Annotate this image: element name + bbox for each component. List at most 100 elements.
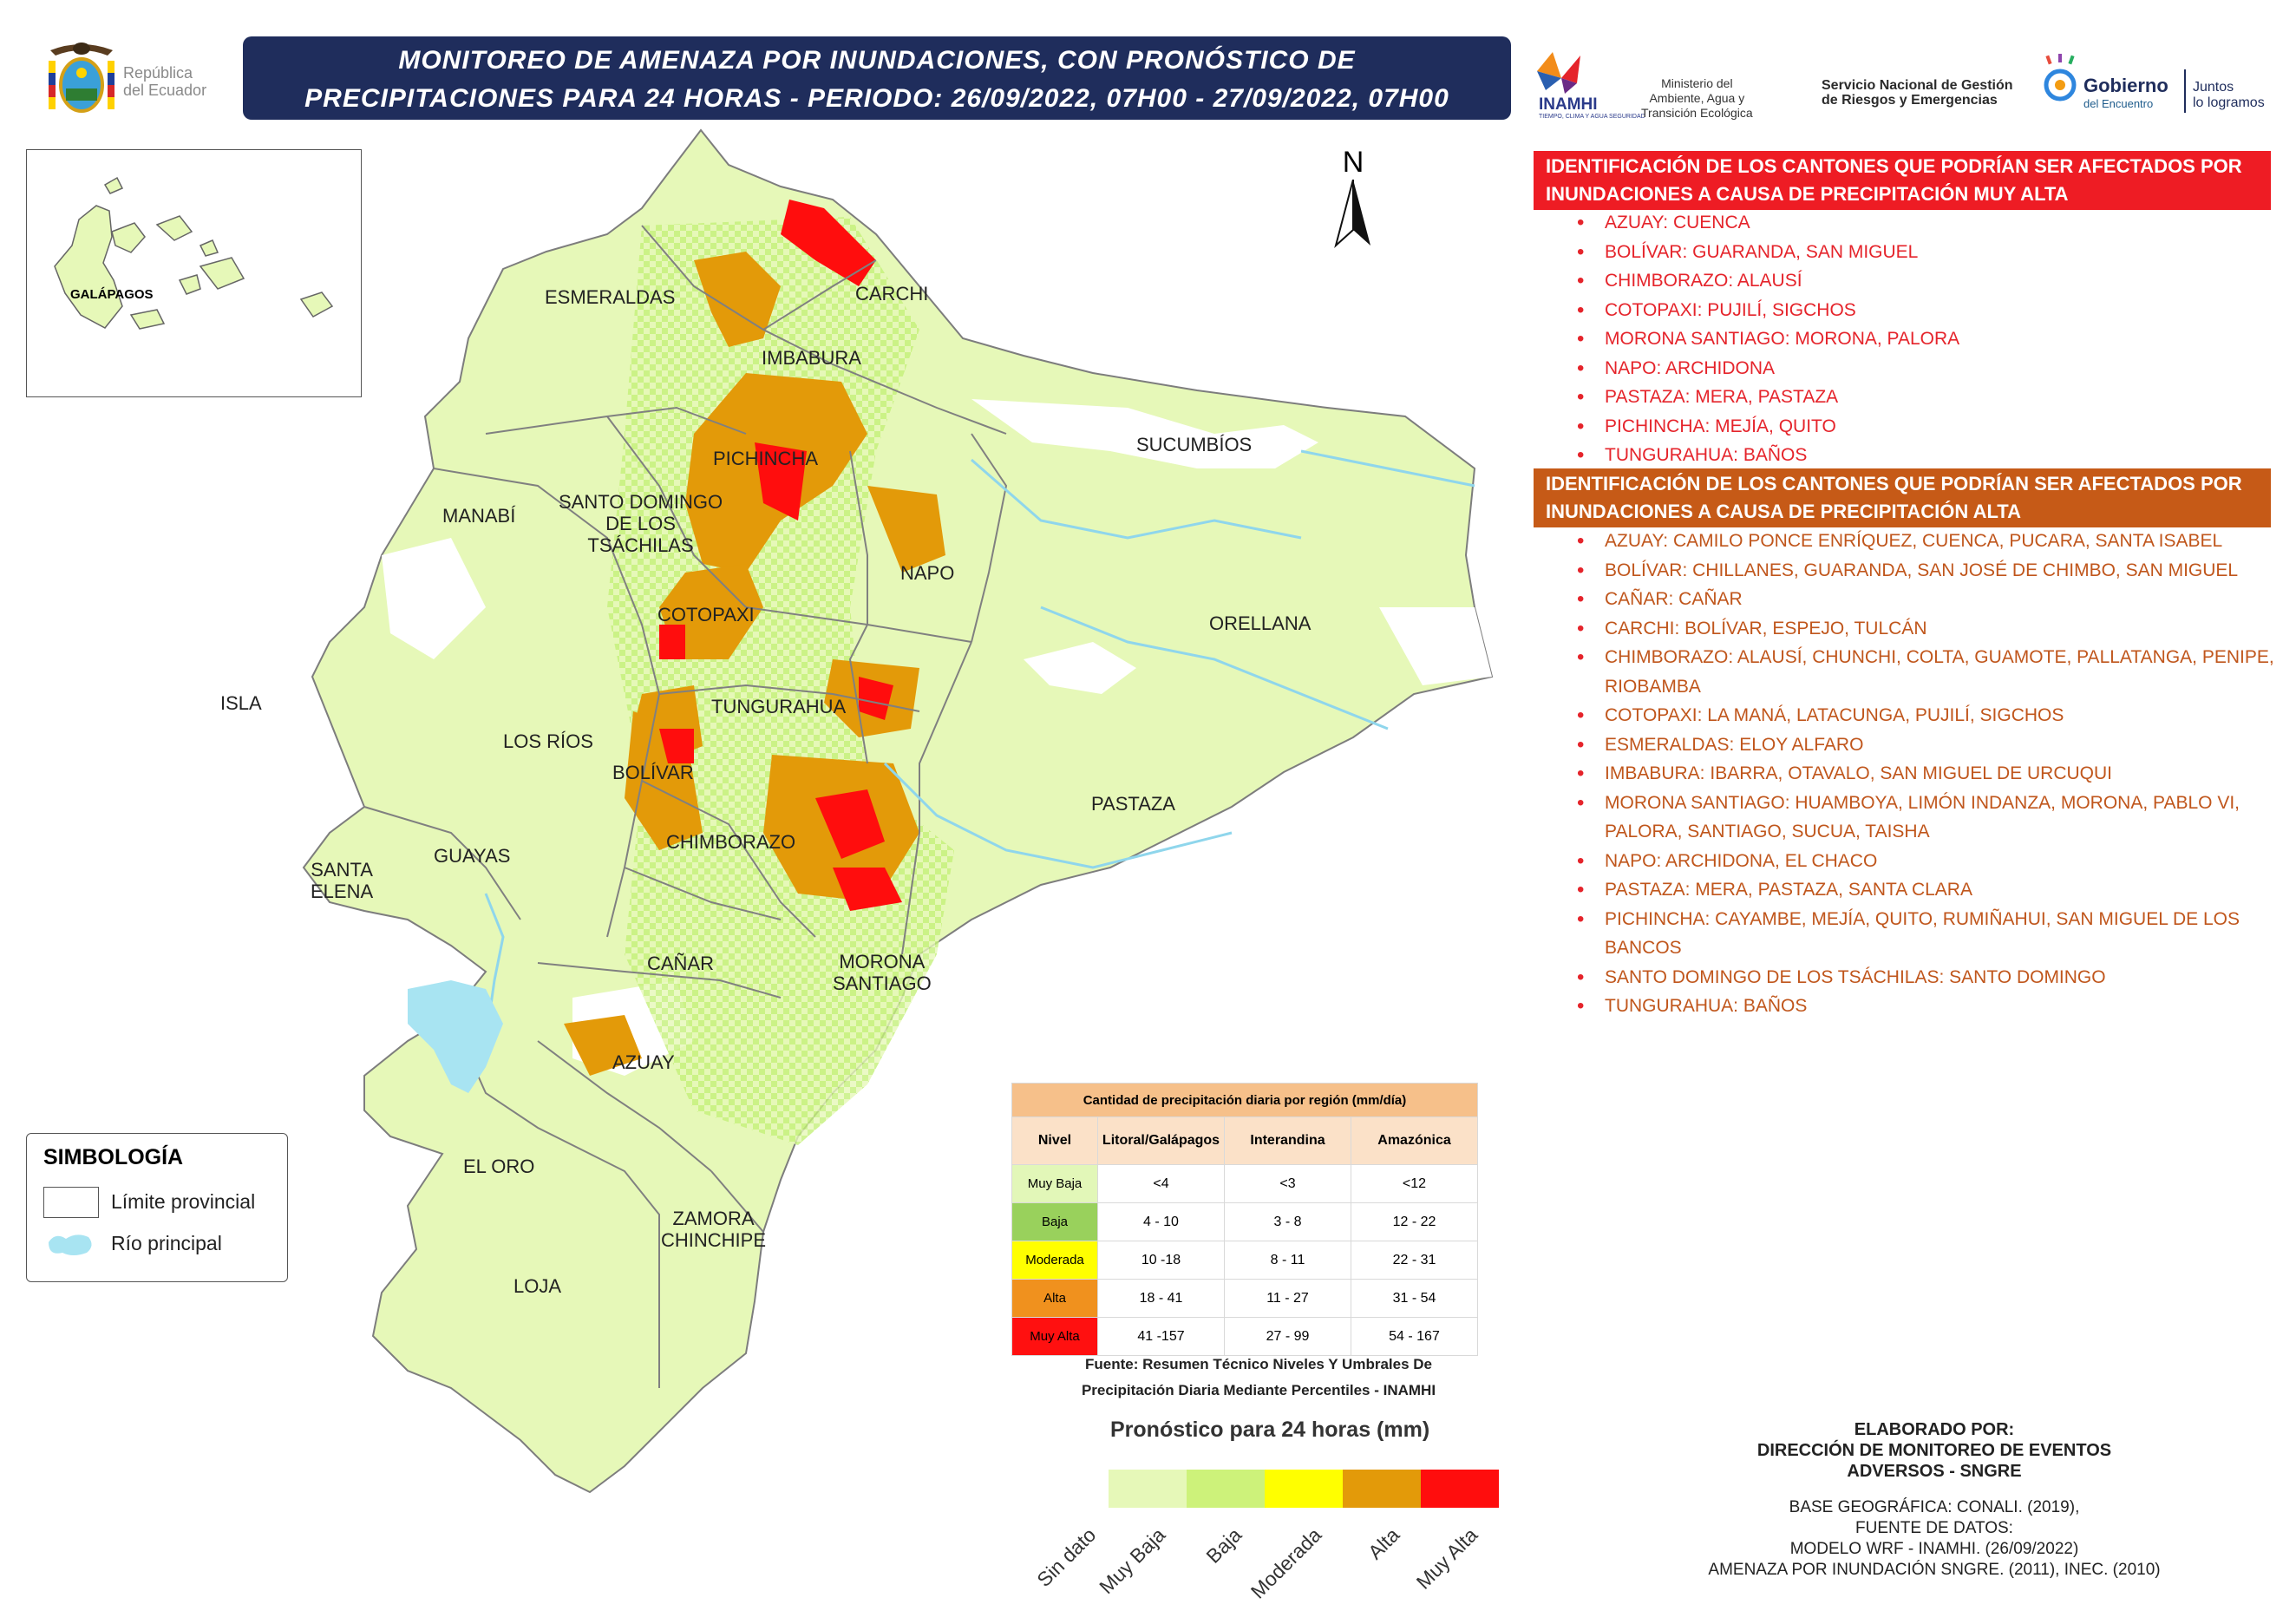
table-cell: 4 - 10 [1097, 1202, 1225, 1241]
list-item: CHIMBORAZO: ALAUSÍ [1577, 266, 2281, 296]
elaborado-por: ELABORADO POR: DIRECCIÓN DE MONITOREO DE… [1631, 1419, 2238, 1482]
list-item: CAÑAR: CAÑAR [1577, 585, 2281, 614]
table-row: Baja 4 - 10 3 - 8 12 - 22 [1011, 1202, 1478, 1241]
republica-line: República [123, 64, 193, 82]
gobierno-logo-text: Gobierno del Encuentro [2083, 75, 2168, 110]
province-label-pichincha: PICHINCHA [713, 448, 819, 469]
header-line: IDENTIFICACIÓN DE LOS CANTONES QUE PODRÍ… [1546, 473, 2242, 494]
alta-canton-list: AZUAY: CAMILO PONCE ENRÍQUEZ, CUENCA, PU… [1561, 527, 2281, 1021]
province-label-loja: LOJA [513, 1275, 562, 1297]
title-line-1: MONITOREO DE AMENAZA POR INUNDACIONES, C… [398, 46, 1356, 75]
sngre-logo: Servicio Nacional de Gestión de Riesgos … [1822, 78, 2013, 108]
scale-swatch-baja [1187, 1470, 1265, 1508]
province-label-santo-domingo: SANTO DOMINGO DE LOS TSÁCHILAS [559, 491, 723, 556]
level-cell: Muy Baja [1011, 1164, 1098, 1203]
province-label-isla: ISLA [220, 692, 262, 714]
no-data-area [971, 399, 1318, 468]
republica-del-ecuador-text: República del Ecuador [123, 64, 206, 99]
province-label-santa-elena: SANTA ELENA [311, 859, 373, 902]
inamhi-tagline: TIEMPO, CLIMA Y AGUA SEGURIDAD [1539, 114, 1645, 120]
source-line: Precipitación Diaria Mediante Percentile… [1081, 1382, 1436, 1398]
header-line: INUNDACIONES A CAUSA DE PRECIPITACIÓN AL… [1546, 501, 2021, 522]
list-item: PASTAZA: MERA, PASTAZA, SANTA CLARA [1577, 875, 2281, 905]
province-label-azuay: AZUAY [612, 1051, 675, 1073]
sngre-line: de Riesgos y Emergencias [1822, 93, 1998, 108]
list-item: AZUAY: CAMILO PONCE ENRÍQUEZ, CUENCA, PU… [1577, 527, 2281, 556]
level-cell: Moderada [1011, 1241, 1098, 1280]
inamhi-logo-icon [1537, 52, 1580, 94]
list-item: BOLÍVAR: GUARANDA, SAN MIGUEL [1577, 238, 2281, 267]
list-item: IMBABURA: IBARRA, OTAVALO, SAN MIGUEL DE… [1577, 759, 2281, 789]
list-item: NAPO: ARCHIDONA, EL CHACO [1577, 847, 2281, 876]
juntos-line: lo logramos [2193, 95, 2265, 110]
table-cell: 10 -18 [1097, 1241, 1225, 1280]
north-label: N [1342, 146, 1364, 179]
muy-alta-zone [815, 789, 885, 859]
juntos-line: Juntos [2193, 80, 2234, 95]
muy-alta-zone [755, 442, 807, 521]
province-label-canar: CAÑAR [647, 953, 715, 974]
north-arrow-icon [1334, 179, 1370, 248]
scale-label: Baja [1201, 1523, 1246, 1568]
no-data-area [1024, 642, 1136, 694]
column-header: Nivel [1011, 1116, 1098, 1165]
title-line-2: PRECIPITACIONES PARA 24 HORAS - PERIODO:… [304, 84, 1449, 113]
gobierno-line: Gobierno [2083, 75, 2168, 96]
credit-line: DIRECCIÓN DE MONITOREO DE EVENTOS [1756, 1441, 2112, 1460]
inamhi-logo-text: INAMHI [1539, 95, 1598, 114]
inamhi-logo: INAMHI TIEMPO, CLIMA Y AGUA SEGURIDAD [1520, 45, 1645, 123]
province-label-sucumbios: SUCUMBÍOS [1136, 434, 1253, 455]
muy-alta-zone [659, 729, 694, 763]
level-cell: Alta [1011, 1279, 1098, 1318]
legend-title: SIMBOLOGÍA [43, 1145, 184, 1169]
ministerio-line: Ministerio del [1661, 76, 1733, 90]
page-title: MONITOREO DE AMENAZA POR INUNDACIONES, C… [243, 36, 1511, 120]
label-line: CHINCHIPE [661, 1229, 767, 1251]
list-item: TUNGURAHUA: BAÑOS [1577, 992, 2281, 1021]
muy-alta-zone [833, 868, 902, 911]
scale-swatch-muy-alta [1421, 1470, 1499, 1508]
table-cell: 12 - 22 [1351, 1202, 1478, 1241]
credit-line: BASE GEOGRÁFICA: CONALI. (2019), [1789, 1498, 2080, 1516]
table-cell: 31 - 54 [1351, 1279, 1478, 1318]
label-line: SANTIAGO [833, 972, 932, 994]
province-boundary-swatch [43, 1187, 99, 1218]
table-cell: 41 -157 [1097, 1317, 1225, 1356]
list-item: MORONA SANTIAGO: MORONA, PALORA [1577, 324, 2281, 354]
north-arrow: N [1331, 146, 1375, 253]
list-item: CHIMBORAZO: ALAUSÍ, CHUNCHI, COLTA, GUAM… [1577, 643, 2281, 701]
province-label-napo: NAPO [900, 562, 955, 584]
alta-zone [867, 486, 945, 573]
table-cell: <3 [1224, 1164, 1351, 1203]
column-header: Amazónica [1351, 1116, 1478, 1165]
table-title: Cantidad de precipitación diaria por reg… [1011, 1083, 1478, 1117]
muy-alta-zone [781, 200, 876, 286]
list-item: COTOPAXI: LA MANÁ, LATACUNGA, PUJILÍ, SI… [1577, 701, 2281, 730]
juntos-text: Juntos lo logramos [2193, 80, 2265, 111]
header-line: IDENTIFICACIÓN DE LOS CANTONES QUE PODRÍ… [1546, 155, 2242, 177]
table-cell: 3 - 8 [1224, 1202, 1351, 1241]
forecast-scale-title: Pronóstico para 24 horas (mm) [1110, 1418, 1430, 1442]
alta-header: IDENTIFICACIÓN DE LOS CANTONES QUE PODRÍ… [1534, 468, 2271, 527]
province-label-tungurahua: TUNGURAHUA [711, 696, 847, 717]
logo-divider [2184, 69, 2186, 113]
ecuador-precipitation-map [302, 128, 1494, 1494]
label-line: TSÁCHILAS [587, 534, 694, 556]
column-header: Litoral/Galápagos [1097, 1116, 1225, 1165]
alta-zone [564, 1015, 642, 1076]
credit-line: MODELO WRF - INAMHI. (26/09/2022) [1789, 1540, 2079, 1558]
province-label-los-rios: LOS RÍOS [503, 730, 593, 752]
credit-line: FUENTE DE DATOS: [1855, 1519, 2013, 1537]
province-label-carchi: CARCHI [855, 283, 929, 304]
province-label-guayas: GUAYAS [434, 845, 511, 867]
table-cell: <12 [1351, 1164, 1478, 1203]
ministerio-line: Transición Ecológica [1641, 106, 1753, 120]
province-boundaries [363, 225, 1008, 1388]
gobierno-logo-icon [2040, 54, 2080, 109]
label-line: ZAMORA [672, 1208, 755, 1229]
muy-alta-header: IDENTIFICACIÓN DE LOS CANTONES QUE PODRÍ… [1534, 151, 2271, 210]
galapagos-inset: GALÁPAGOS [26, 149, 362, 397]
list-item: ESMERALDAS: ELOY ALFARO [1577, 730, 2281, 760]
scale-label: Muy Alta [1411, 1523, 1482, 1594]
column-header: Interandina [1224, 1116, 1351, 1165]
